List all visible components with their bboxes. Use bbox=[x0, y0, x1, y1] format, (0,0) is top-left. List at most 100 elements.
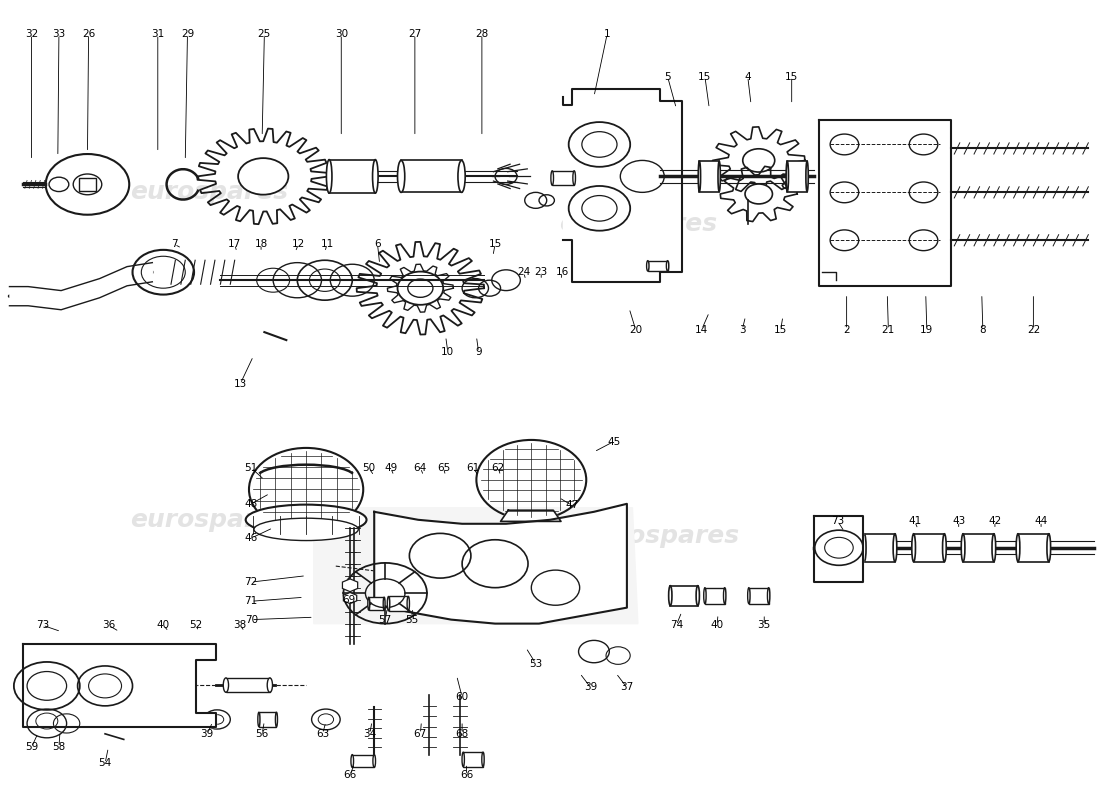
Ellipse shape bbox=[367, 598, 370, 610]
Text: 48: 48 bbox=[244, 499, 257, 509]
Text: 15: 15 bbox=[774, 325, 788, 334]
Bar bbox=[964, 534, 993, 562]
Text: 67: 67 bbox=[414, 729, 427, 739]
Ellipse shape bbox=[724, 588, 726, 604]
Text: 39: 39 bbox=[200, 729, 213, 739]
Text: 43: 43 bbox=[953, 516, 966, 526]
Text: eurospares: eurospares bbox=[559, 212, 717, 236]
Ellipse shape bbox=[223, 678, 229, 692]
Text: 64: 64 bbox=[414, 463, 427, 473]
Text: 15: 15 bbox=[698, 71, 712, 82]
Text: 73: 73 bbox=[832, 516, 845, 526]
Text: 47: 47 bbox=[565, 501, 579, 510]
Bar bbox=[552, 170, 574, 185]
Ellipse shape bbox=[696, 586, 700, 606]
Text: 32: 32 bbox=[25, 30, 39, 39]
Text: 65: 65 bbox=[437, 463, 450, 473]
Text: 11: 11 bbox=[320, 239, 333, 250]
Circle shape bbox=[238, 158, 288, 194]
Text: 66: 66 bbox=[343, 770, 356, 780]
Ellipse shape bbox=[387, 597, 389, 611]
Text: 50: 50 bbox=[362, 463, 375, 473]
Polygon shape bbox=[314, 508, 638, 624]
Ellipse shape bbox=[373, 160, 378, 193]
Text: 25: 25 bbox=[257, 30, 271, 39]
Text: 41: 41 bbox=[909, 516, 922, 526]
Text: 31: 31 bbox=[151, 30, 164, 39]
Circle shape bbox=[742, 149, 774, 172]
Text: 62: 62 bbox=[492, 463, 505, 473]
Bar bbox=[388, 597, 408, 611]
Text: 59: 59 bbox=[25, 742, 39, 752]
Text: 20: 20 bbox=[629, 325, 642, 334]
Text: eurospares: eurospares bbox=[131, 180, 288, 204]
Text: 40: 40 bbox=[156, 620, 169, 630]
Ellipse shape bbox=[961, 534, 965, 562]
Ellipse shape bbox=[551, 170, 553, 185]
Text: 40: 40 bbox=[711, 620, 724, 630]
Ellipse shape bbox=[943, 534, 946, 562]
Text: 70: 70 bbox=[244, 614, 257, 625]
Polygon shape bbox=[23, 643, 216, 727]
Text: 51: 51 bbox=[244, 463, 257, 473]
Text: 21: 21 bbox=[882, 325, 895, 334]
Text: 28: 28 bbox=[475, 30, 488, 39]
Ellipse shape bbox=[275, 712, 277, 726]
Ellipse shape bbox=[698, 162, 701, 191]
Polygon shape bbox=[820, 121, 952, 286]
Ellipse shape bbox=[254, 518, 359, 541]
Ellipse shape bbox=[1047, 534, 1050, 562]
Circle shape bbox=[745, 184, 772, 204]
Ellipse shape bbox=[647, 261, 649, 271]
Ellipse shape bbox=[1016, 534, 1020, 562]
Ellipse shape bbox=[351, 754, 353, 767]
Ellipse shape bbox=[407, 597, 409, 611]
Bar bbox=[788, 162, 807, 191]
Ellipse shape bbox=[373, 754, 375, 767]
Text: 52: 52 bbox=[189, 620, 202, 630]
Text: 12: 12 bbox=[292, 239, 305, 250]
Text: eurospares: eurospares bbox=[131, 508, 288, 532]
Polygon shape bbox=[563, 89, 682, 282]
Bar bbox=[368, 598, 384, 610]
Bar bbox=[79, 178, 97, 190]
Text: 27: 27 bbox=[408, 30, 421, 39]
Polygon shape bbox=[814, 516, 864, 582]
Text: 72: 72 bbox=[244, 577, 257, 587]
Text: 42: 42 bbox=[988, 516, 1002, 526]
Text: 39: 39 bbox=[584, 682, 597, 693]
Text: 56: 56 bbox=[255, 729, 268, 739]
Ellipse shape bbox=[912, 534, 915, 562]
Bar bbox=[226, 678, 270, 692]
Text: 9: 9 bbox=[475, 347, 482, 357]
Ellipse shape bbox=[667, 261, 669, 271]
Text: 66: 66 bbox=[460, 770, 473, 780]
Text: 19: 19 bbox=[921, 325, 934, 334]
Ellipse shape bbox=[786, 162, 789, 191]
Text: 33: 33 bbox=[53, 30, 66, 39]
Ellipse shape bbox=[768, 588, 770, 604]
Text: 1: 1 bbox=[604, 30, 611, 39]
Text: 24: 24 bbox=[517, 267, 530, 278]
Text: 14: 14 bbox=[695, 325, 708, 334]
Bar bbox=[352, 754, 374, 767]
Ellipse shape bbox=[893, 534, 896, 562]
Ellipse shape bbox=[245, 505, 366, 535]
Bar bbox=[865, 534, 895, 562]
Polygon shape bbox=[500, 510, 561, 522]
Ellipse shape bbox=[482, 752, 484, 766]
Text: 53: 53 bbox=[529, 658, 542, 669]
Text: 16: 16 bbox=[556, 267, 569, 278]
Text: 49: 49 bbox=[384, 463, 397, 473]
Text: 29: 29 bbox=[180, 30, 194, 39]
Text: eurospares: eurospares bbox=[581, 524, 739, 548]
Bar bbox=[700, 162, 719, 191]
Text: 26: 26 bbox=[82, 30, 96, 39]
Bar bbox=[914, 534, 945, 562]
Bar bbox=[648, 261, 668, 271]
Text: 15: 15 bbox=[785, 71, 799, 82]
Text: 68: 68 bbox=[455, 729, 469, 739]
Text: 37: 37 bbox=[620, 682, 634, 693]
Text: 4: 4 bbox=[745, 71, 751, 82]
Ellipse shape bbox=[462, 752, 464, 766]
